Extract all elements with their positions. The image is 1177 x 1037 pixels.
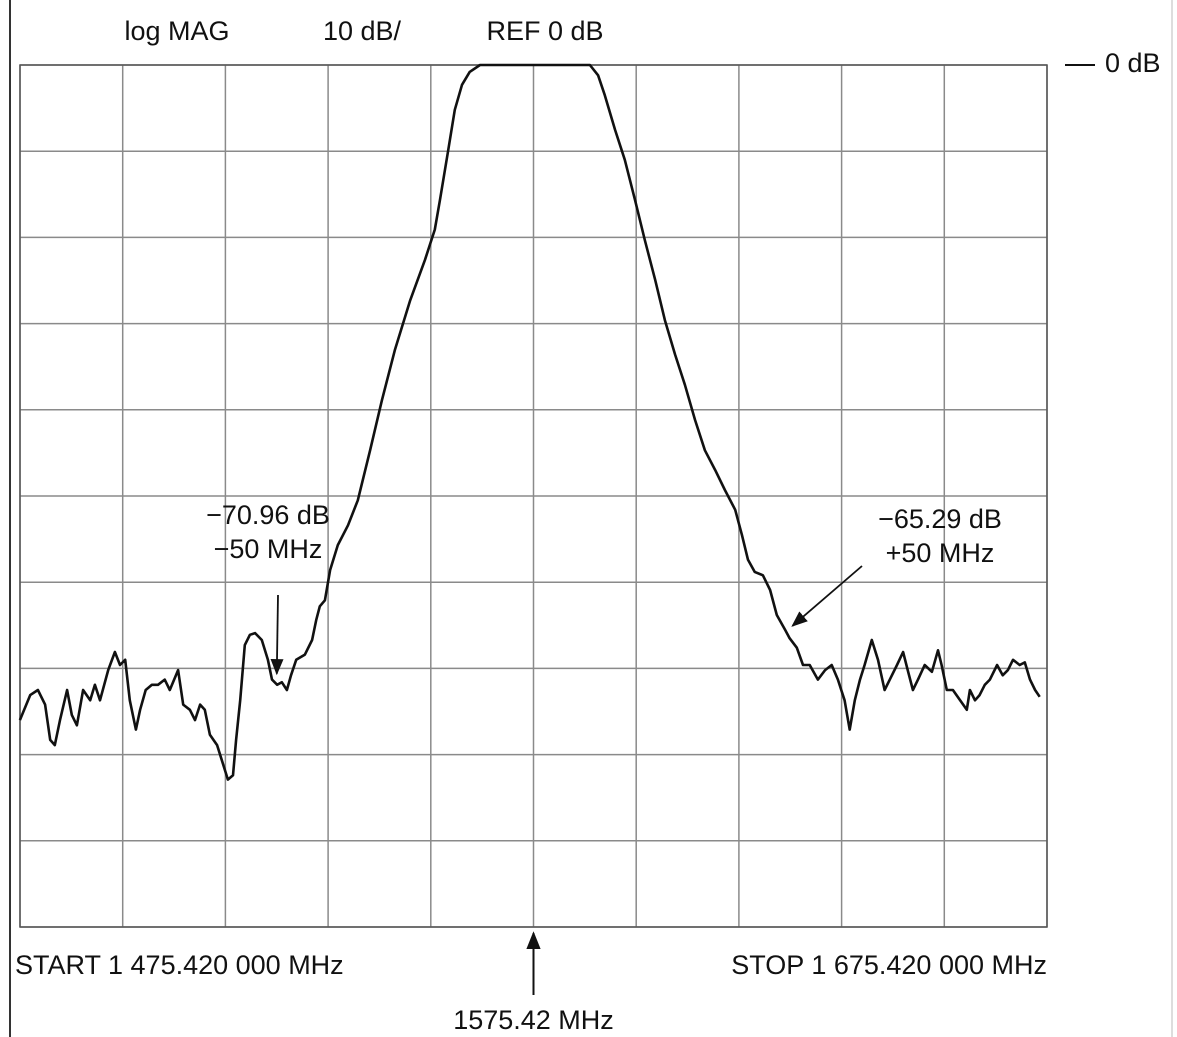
annotation-text: +50 MHz [886,538,995,568]
reference-label: 0 dB [1105,48,1161,78]
stop-label: STOP 1 675.420 000 MHz [731,950,1047,980]
header-ref: REF 0 dB [486,16,603,46]
annotation-text: −70.96 dB [206,500,330,530]
start-label: START 1 475.420 000 MHz [15,950,344,980]
header-mode: log MAG [124,16,229,46]
annotation-arrow [791,565,863,627]
annotation-arrow [270,594,284,676]
annotation-text: −65.29 dB [878,504,1002,534]
annotation-text: −50 MHz [214,534,323,564]
center-label: 1575.42 MHz [453,1005,614,1035]
trace [18,63,1041,781]
header-scale: 10 dB/ [323,16,402,46]
